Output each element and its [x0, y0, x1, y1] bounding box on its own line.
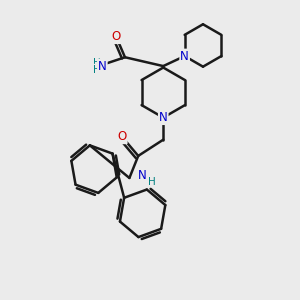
Text: N: N	[138, 169, 147, 182]
Text: H: H	[148, 176, 155, 187]
Text: H: H	[93, 64, 101, 75]
Text: N: N	[180, 50, 189, 63]
Text: N: N	[98, 60, 107, 73]
Text: O: O	[117, 130, 127, 143]
Text: O: O	[112, 30, 121, 43]
Text: N: N	[159, 111, 168, 124]
Text: H: H	[93, 58, 101, 68]
